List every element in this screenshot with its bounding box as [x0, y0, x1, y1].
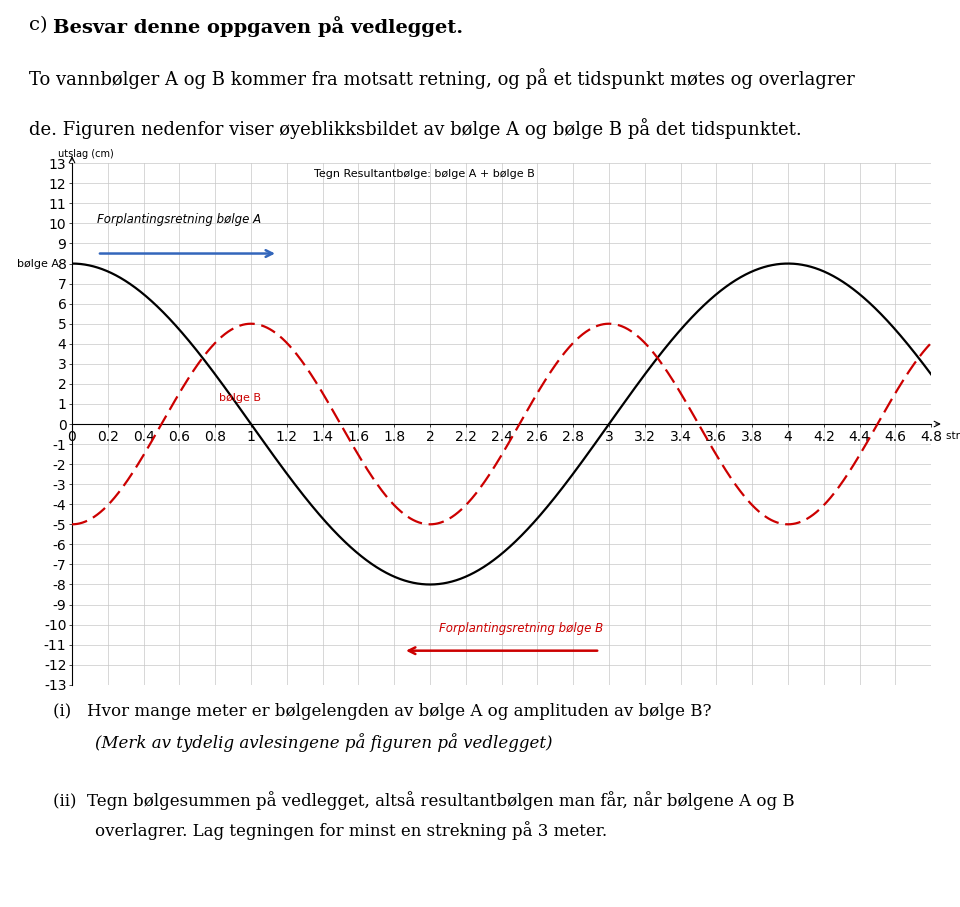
Text: (ii)  Tegn bølgesummen på vedlegget, altså resultantbølgen man får, når bølgene : (ii) Tegn bølgesummen på vedlegget, alts… — [53, 791, 795, 810]
Text: bølge B: bølge B — [219, 393, 261, 403]
Text: c): c) — [29, 15, 60, 34]
Text: utslag (cm): utslag (cm) — [58, 150, 113, 160]
Text: Forplantingsretning bølge B: Forplantingsretning bølge B — [439, 622, 603, 635]
Text: To vannbølger A og B kommer fra motsatt retning, og på et tidspunkt møtes og ove: To vannbølger A og B kommer fra motsatt … — [29, 69, 854, 90]
Text: (Merk av tydelig avlesingene på figuren på vedlegget): (Merk av tydelig avlesingene på figuren … — [53, 733, 552, 752]
Text: Tegn Resultantbølge: bølge A + bølge B: Tegn Resultantbølge: bølge A + bølge B — [314, 170, 535, 180]
Text: overlagrer. Lag tegningen for minst en strekning på 3 meter.: overlagrer. Lag tegningen for minst en s… — [53, 821, 607, 840]
Text: (i)   Hvor mange meter er bølgelengden av bølge A og amplituden av bølge B?: (i) Hvor mange meter er bølgelengden av … — [53, 703, 711, 720]
Text: Forplantingsretning bølge A: Forplantingsretning bølge A — [97, 213, 261, 226]
Text: de. Figuren nedenfor viser øyeblikksbildet av bølge A og bølge B på det tidspunk: de. Figuren nedenfor viser øyeblikksbild… — [29, 119, 802, 140]
Text: Besvar denne oppgaven på vedlegget.: Besvar denne oppgaven på vedlegget. — [53, 15, 463, 37]
Text: bølge A: bølge A — [17, 258, 60, 268]
Text: strekning (meter): strekning (meter) — [946, 431, 960, 441]
